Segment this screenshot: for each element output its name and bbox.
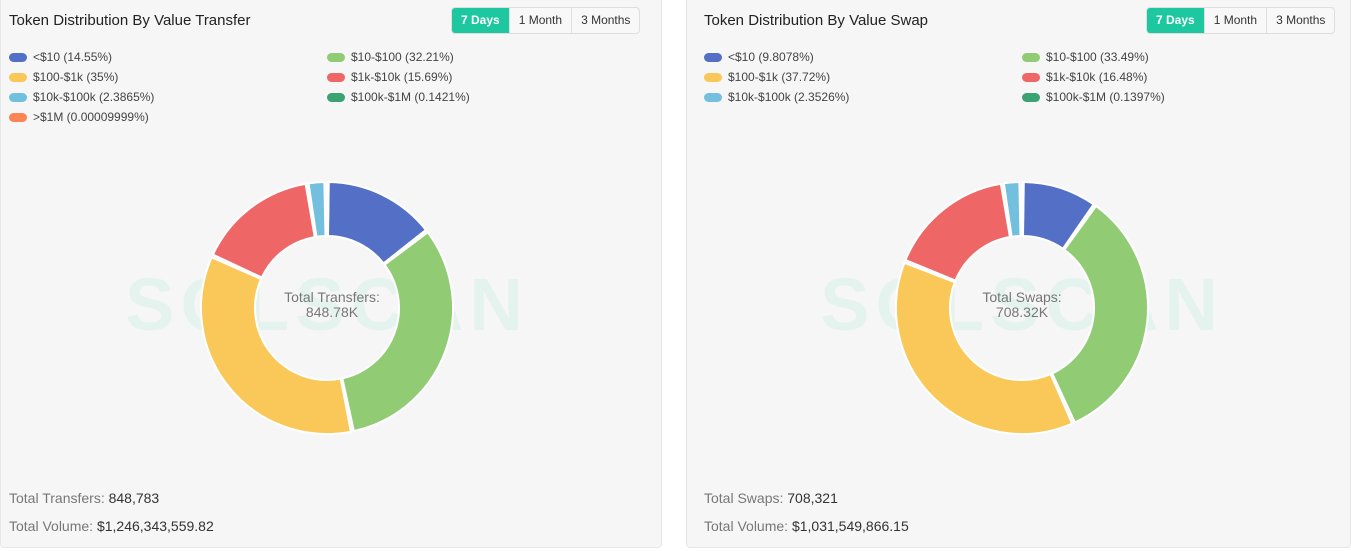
donut-center-label: Total Swaps: 708.32K [922,290,1122,320]
legend-swatch [9,72,27,82]
legend-label: $1k-$10k (16.48%) [1046,70,1148,84]
tab-3-months[interactable]: 3 Months [571,8,639,33]
donut-slice-1k-10k[interactable] [211,182,316,279]
legend-item-100k-1m[interactable]: $100k-$1M (0.1421%) [327,90,470,104]
legend-item-100-1k[interactable]: $100-$1k (37.72%) [704,70,830,84]
transfer-distribution-card: Token Distribution By Value Transfer 7 D… [0,0,662,548]
legend-swatch [327,92,345,102]
tab-7-days[interactable]: 7 Days [1147,8,1204,33]
donut-slice-100-1k[interactable] [200,256,352,435]
total-volume: Total Volume: $1,246,343,559.82 [9,518,214,534]
total-transfers-value: 848,783 [108,490,160,506]
legend-swatch [327,72,345,82]
legend-label: $1k-$10k (15.69%) [351,70,453,84]
donut-svg: SOLSCAN [820,181,1224,435]
legend-label: $10-$100 (32.21%) [351,50,454,64]
legend-swatch [704,72,722,82]
total-transfers-label: Total Transfers: [9,490,105,506]
legend-swatch [704,52,722,62]
total-transfers: Total Transfers: 848,783 [9,490,159,506]
card-title: Token Distribution By Value Transfer [9,12,251,29]
time-range-tabs: 7 Days 1 Month 3 Months [451,7,641,34]
total-swaps-label: Total Swaps: [704,490,784,506]
donut-slice-10-100[interactable] [341,231,454,433]
donut-svg: SOLSCAN [125,181,529,435]
watermark-text: SOLSCAN [125,263,529,346]
watermark-text: SOLSCAN [820,263,1224,346]
legend-label: $10-$100 (33.49%) [1046,50,1149,64]
total-volume-value: $1,246,343,559.82 [96,518,214,534]
legend-swatch [704,92,722,102]
tab-1-month[interactable]: 1 Month [1203,8,1266,33]
legend-label: $10k-$100k (2.3865%) [33,90,155,104]
donut-slice-100k-1m[interactable] [326,181,330,238]
donut-center-label: Total Transfers: 848.78K [232,290,432,320]
legend-item-1k-10k[interactable]: $1k-$10k (15.69%) [327,70,452,84]
legend-item-10k-100k[interactable]: $10k-$100k (2.3865%) [9,90,154,104]
legend-swatch [1022,72,1040,82]
legend-item-1m[interactable]: >$1M (0.00009999%) [9,110,149,124]
legend-item-10[interactable]: <$10 (14.55%) [9,50,112,64]
total-swaps: Total Swaps: 708,321 [704,490,838,506]
donut-chart: SOLSCAN Total Swaps: 708.32K [687,140,1350,480]
center-label-text: Total Swaps: [982,289,1062,305]
legend-item-10[interactable]: <$10 (9.8078%) [704,50,814,64]
total-volume-label: Total Volume: [704,518,789,534]
chart-legend: <$10 (9.8078%) $10-$100 (33.49%) $100-$1k … [704,50,1304,130]
donut-slice-100k-1m[interactable] [1021,181,1025,238]
donut-slice-100-1k[interactable] [895,261,1074,435]
legend-label: $100k-$1M (0.1421%) [351,90,470,104]
legend-swatch [1022,92,1040,102]
total-volume-label: Total Volume: [9,518,94,534]
legend-label: $100k-$1M (0.1397%) [1046,90,1165,104]
donut-slice-10-100[interactable] [1051,205,1149,424]
tab-7-days[interactable]: 7 Days [452,8,509,33]
legend-label: >$1M (0.00009999%) [33,110,149,124]
total-swaps-value: 708,321 [787,490,838,506]
legend-item-10-100[interactable]: $10-$100 (32.21%) [327,50,454,64]
total-volume-value: $1,031,549,866.15 [791,518,909,534]
legend-label: <$10 (14.55%) [33,50,113,64]
total-volume: Total Volume: $1,031,549,866.15 [704,518,909,534]
swap-distribution-card: Token Distribution By Value Swap 7 Days … [686,0,1351,548]
center-label-text: Total Transfers: [284,289,380,305]
legend-item-10k-100k[interactable]: $10k-$100k (2.3526%) [704,90,849,104]
legend-swatch [1022,52,1040,62]
time-range-tabs: 7 Days 1 Month 3 Months [1146,7,1336,34]
center-label-value: 708.32K [995,304,1049,320]
center-label-value: 848.78K [305,304,359,320]
legend-label: $100-$1k (37.72%) [728,70,831,84]
legend-swatch [9,52,27,62]
legend-item-10-100[interactable]: $10-$100 (33.49%) [1022,50,1149,64]
legend-item-100-1k[interactable]: $100-$1k (35%) [9,70,118,84]
legend-item-100k-1m[interactable]: $100k-$1M (0.1397%) [1022,90,1165,104]
legend-swatch [9,92,27,102]
legend-item-1k-10k[interactable]: $1k-$10k (16.48%) [1022,70,1147,84]
tab-1-month[interactable]: 1 Month [508,8,571,33]
legend-label: $10k-$100k (2.3526%) [728,90,850,104]
donut-slice-10[interactable] [326,181,427,265]
donut-slice-10k-100k[interactable] [307,181,327,238]
legend-label: <$10 (9.8078%) [728,50,814,64]
legend-swatch [9,112,27,122]
donut-slice-10k-100k[interactable] [1002,181,1022,238]
tab-3-months[interactable]: 3 Months [1266,8,1334,33]
donut-slice-1k-10k[interactable] [904,182,1011,282]
chart-legend: <$10 (14.55%) $10-$100 (32.21%) $100-$1k (… [9,50,609,130]
legend-label: $100-$1k (35%) [33,70,119,84]
donut-chart: SOLSCAN Total Transfers: 848.78K [1,140,661,480]
legend-swatch [327,52,345,62]
donut-slice-10[interactable] [1021,181,1095,250]
card-title: Token Distribution By Value Swap [704,12,929,29]
